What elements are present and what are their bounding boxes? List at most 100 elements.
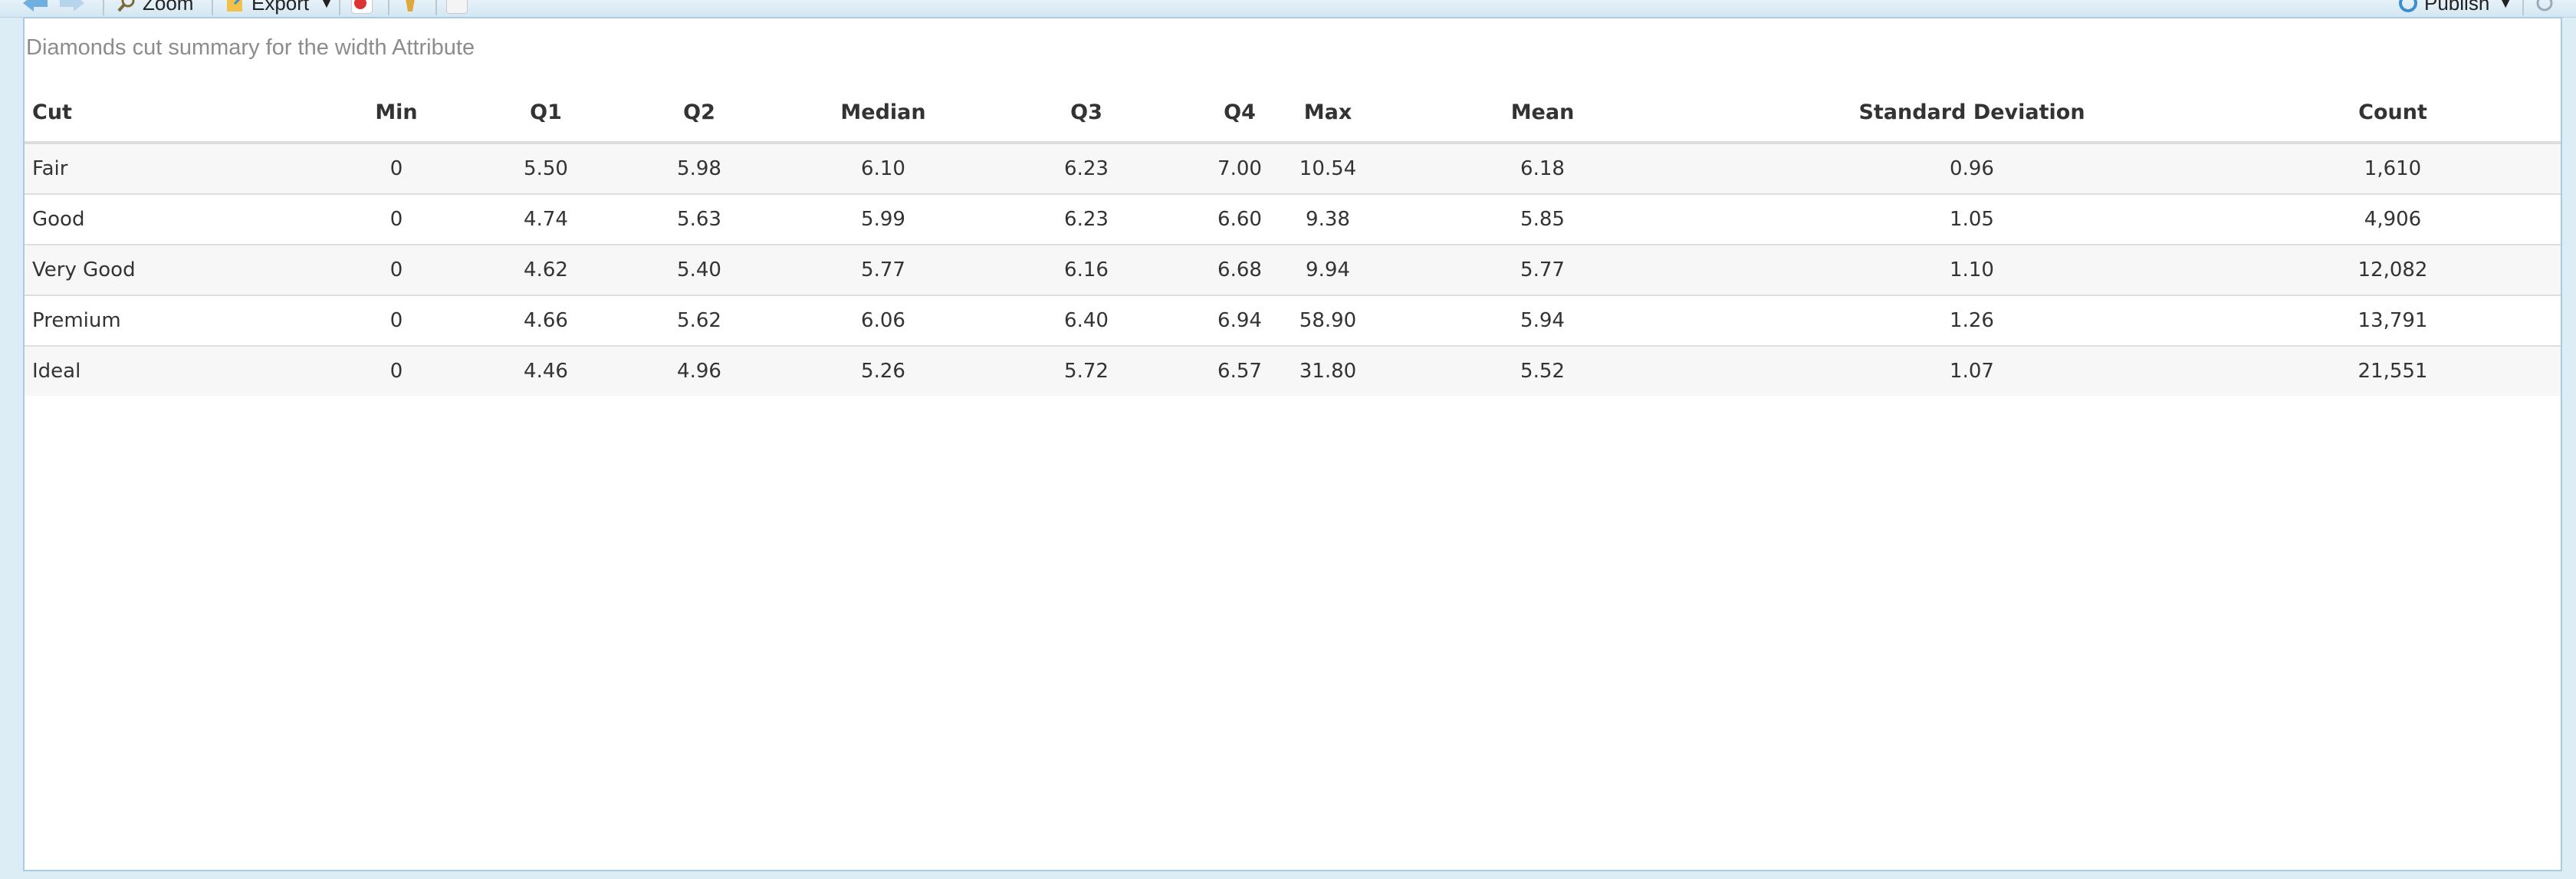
column-header-q3: Q3 xyxy=(983,83,1190,144)
table-cell: 6.06 xyxy=(784,295,983,347)
table-cell: Ideal xyxy=(25,346,316,396)
table-cell: 4.62 xyxy=(477,245,615,296)
viewer-toolbar: Zoom Export ▼ Publish ▼ xyxy=(0,0,2576,18)
table-cell: 5.26 xyxy=(784,346,983,396)
table-cell: 6.68 xyxy=(1190,245,1290,296)
table-cell: 1.26 xyxy=(1719,295,2225,347)
column-header-cut: Cut xyxy=(25,83,316,144)
clear-plot-button[interactable] xyxy=(351,0,373,15)
back-button[interactable] xyxy=(21,0,49,15)
clear-all-button[interactable] xyxy=(400,0,420,15)
toolbar-divider xyxy=(339,0,340,15)
viewer-pane: Diamonds cut summary for the width Attri… xyxy=(23,17,2562,871)
table-cell: 0 xyxy=(316,194,477,245)
table-cell: 7.00 xyxy=(1190,143,1290,195)
table-cell: 5.98 xyxy=(615,143,784,195)
table-cell: 1.10 xyxy=(1719,245,2225,296)
table-cell: 31.80 xyxy=(1290,346,1366,396)
table-cell: 6.60 xyxy=(1190,194,1290,245)
publish-icon xyxy=(2398,0,2418,13)
back-arrow-icon xyxy=(21,0,49,13)
table-cell: Good xyxy=(25,194,316,245)
table-cell: 12,082 xyxy=(2225,245,2561,296)
table-cell: 0 xyxy=(316,295,477,347)
table-cell: 6.94 xyxy=(1190,295,1290,347)
table-cell: Very Good xyxy=(25,245,316,296)
export-button[interactable]: Export ▼ xyxy=(225,0,334,15)
table-row: Very Good 0 4.62 5.40 5.77 6.16 6.68 9.9… xyxy=(25,245,2561,296)
table-cell: 6.10 xyxy=(784,143,983,195)
table-cell: 1,610 xyxy=(2225,143,2561,195)
table-row: Premium 0 4.66 5.62 6.06 6.40 6.94 58.90… xyxy=(25,295,2561,347)
forward-button[interactable] xyxy=(58,0,86,15)
chevron-down-icon: ▼ xyxy=(2499,0,2513,11)
column-header-q4: Q4 xyxy=(1190,83,1290,144)
table-cell: 13,791 xyxy=(2225,295,2561,347)
column-header-min: Min xyxy=(316,83,477,144)
table-cell: 6.57 xyxy=(1190,346,1290,396)
table-cell: 5.94 xyxy=(1366,295,1719,347)
table-cell: 5.99 xyxy=(784,194,983,245)
toolbar-divider xyxy=(388,0,389,15)
table-cell: 5.40 xyxy=(615,245,784,296)
column-header-q2: Q2 xyxy=(615,83,784,144)
remove-plot-icon xyxy=(351,0,373,14)
table-cell: 4.66 xyxy=(477,295,615,347)
table-cell: 6.23 xyxy=(983,194,1190,245)
table-cell: 5.77 xyxy=(784,245,983,296)
show-in-window-button[interactable] xyxy=(446,0,468,15)
refresh-icon xyxy=(2535,0,2555,13)
table-cell: 5.50 xyxy=(477,143,615,195)
column-header-count: Count xyxy=(2225,83,2561,144)
column-header-standard-deviation: Standard Deviation xyxy=(1719,83,2225,144)
export-label: Export xyxy=(251,0,310,15)
broom-icon xyxy=(400,0,420,13)
table-cell: 6.40 xyxy=(983,295,1190,347)
table-cell: 5.62 xyxy=(615,295,784,347)
publish-button[interactable]: Publish ▼ xyxy=(2398,0,2512,15)
table-cell: 5.85 xyxy=(1366,194,1719,245)
export-icon xyxy=(225,0,245,13)
table-cell: 6.23 xyxy=(983,143,1190,195)
table-cell: 6.16 xyxy=(983,245,1190,296)
column-header-mean: Mean xyxy=(1366,83,1719,144)
table-cell: 5.72 xyxy=(983,346,1190,396)
table-cell: 4.46 xyxy=(477,346,615,396)
refresh-button[interactable] xyxy=(2535,0,2555,15)
table-cell: 5.52 xyxy=(1366,346,1719,396)
table-row: Ideal 0 4.46 4.96 5.26 5.72 6.57 31.80 5… xyxy=(25,346,2561,396)
table-cell: 58.90 xyxy=(1290,295,1366,347)
table-cell: 9.94 xyxy=(1290,245,1366,296)
table-cell: 9.38 xyxy=(1290,194,1366,245)
table-cell: 6.18 xyxy=(1366,143,1719,195)
popout-icon xyxy=(446,0,468,14)
column-header-q1: Q1 xyxy=(477,83,615,144)
column-header-max: Max xyxy=(1290,83,1366,144)
table-cell: 5.63 xyxy=(615,194,784,245)
magnifier-icon xyxy=(117,0,136,13)
table-row: Fair 0 5.50 5.98 6.10 6.23 7.00 10.54 6.… xyxy=(25,143,2561,195)
toolbar-divider xyxy=(435,0,437,15)
table-caption: Diamonds cut summary for the width Attri… xyxy=(26,35,475,60)
table-cell: 4.96 xyxy=(615,346,784,396)
table-header-row: Cut Min Q1 Q2 Median Q3 Q4 Max Mean Stan… xyxy=(25,83,2561,144)
toolbar-divider xyxy=(2522,0,2524,15)
zoom-label: Zoom xyxy=(143,0,194,15)
table-cell: 1.05 xyxy=(1719,194,2225,245)
table-cell: 0 xyxy=(316,245,477,296)
table-cell: 0 xyxy=(316,346,477,396)
publish-label: Publish xyxy=(2424,0,2490,15)
table-cell: 0.96 xyxy=(1719,143,2225,195)
table-cell: 1.07 xyxy=(1719,346,2225,396)
table-cell: 4,906 xyxy=(2225,194,2561,245)
forward-arrow-icon xyxy=(58,0,86,13)
toolbar-divider xyxy=(103,0,104,15)
chevron-down-icon: ▼ xyxy=(320,0,334,11)
table-cell: 10.54 xyxy=(1290,143,1366,195)
column-header-median: Median xyxy=(784,83,983,144)
table-cell: 21,551 xyxy=(2225,346,2561,396)
table-cell: 0 xyxy=(316,143,477,195)
table-cell: 5.77 xyxy=(1366,245,1719,296)
zoom-button[interactable]: Zoom xyxy=(117,0,193,15)
table-cell: 4.74 xyxy=(477,194,615,245)
